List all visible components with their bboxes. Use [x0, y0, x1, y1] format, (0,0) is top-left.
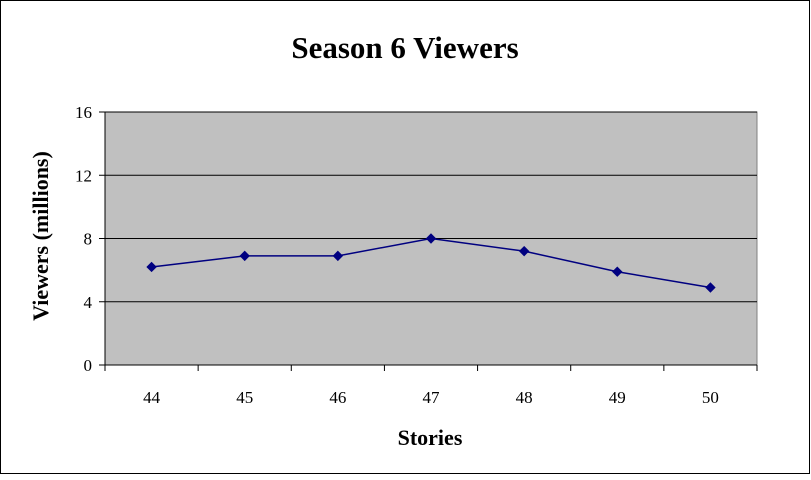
x-tick-label: 49 [609, 388, 626, 407]
x-tick-label: 50 [702, 388, 719, 407]
data-point-marker [518, 245, 530, 257]
x-tick-label: 45 [236, 388, 253, 407]
data-point-marker [239, 250, 250, 262]
data-point-marker [705, 282, 716, 293]
x-tick-label: 48 [516, 388, 533, 407]
data-point-marker [612, 266, 623, 277]
x-axis-label: Stories [398, 425, 463, 450]
y-tick-label: 12 [75, 166, 92, 185]
y-tick-label: 16 [75, 103, 92, 122]
data-point-marker [146, 261, 157, 273]
y-axis-label: Viewers (millions) [28, 151, 53, 321]
x-tick-label: 46 [329, 388, 346, 407]
data-point-marker [425, 233, 437, 244]
x-tick-label: 47 [423, 388, 441, 407]
y-tick-label: 4 [84, 293, 93, 312]
y-tick-label: 0 [84, 356, 93, 375]
data-point-marker [332, 250, 344, 262]
chart-title: Season 6 Viewers [291, 30, 518, 65]
x-tick-label: 44 [143, 388, 161, 407]
y-tick-label: 8 [84, 230, 93, 249]
